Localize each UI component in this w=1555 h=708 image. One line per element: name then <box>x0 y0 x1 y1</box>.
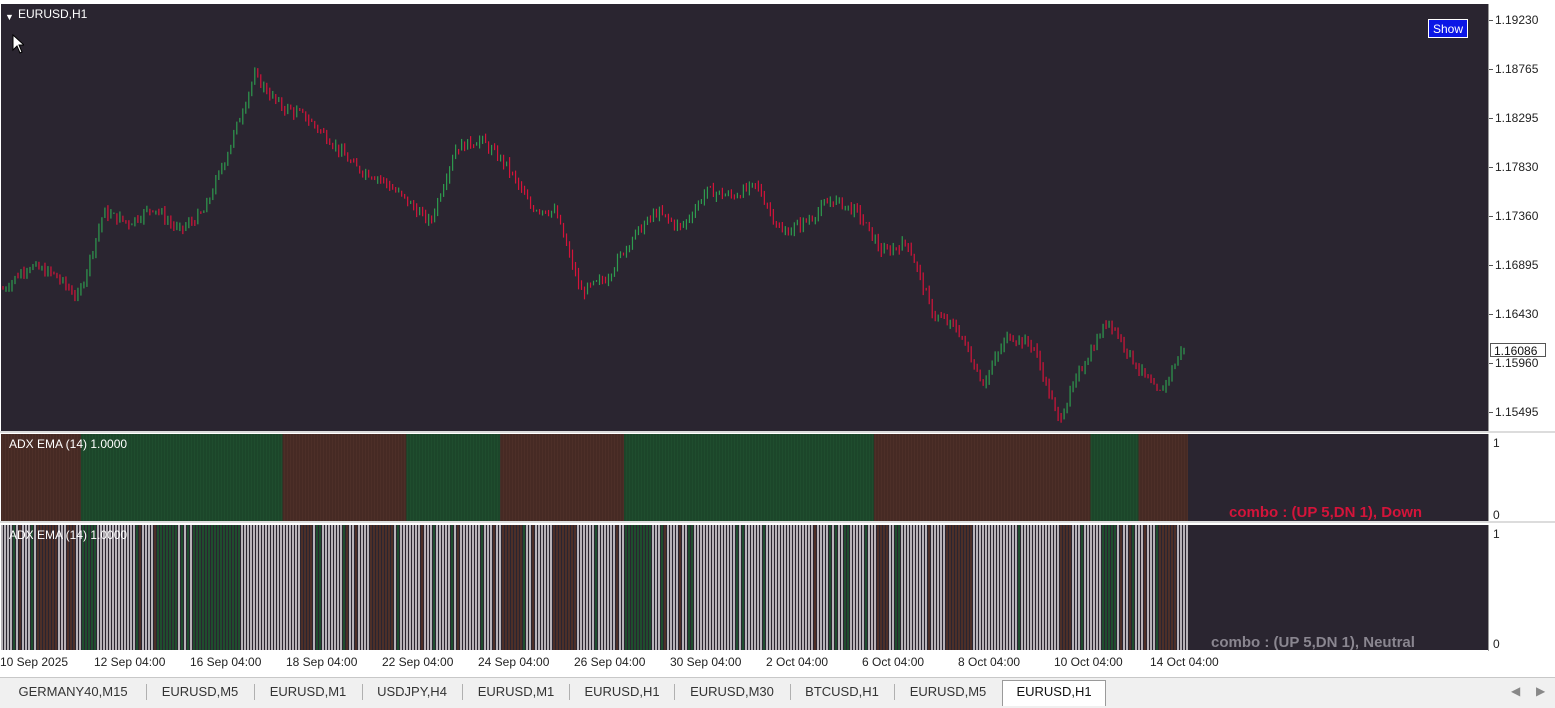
time-axis[interactable]: 10 Sep 2025 12 Sep 04:00 16 Sep 04:00 18… <box>0 651 1487 675</box>
adx-histogram-2 <box>1 525 1188 650</box>
tab-eurusd-m1[interactable]: EURUSD,M1 <box>269 684 347 699</box>
time-label: 6 Oct 04:00 <box>862 655 925 669</box>
time-label: 18 Sep 04:00 <box>286 655 358 669</box>
price-tick: 1.17830 <box>1495 160 1539 174</box>
indicator-tick: 0 <box>1493 637 1500 651</box>
tab-germany40-m15[interactable]: GERMANY40,M15 <box>18 684 128 699</box>
state-band-up <box>406 434 501 521</box>
price-tick: 1.16430 <box>1495 307 1539 321</box>
time-label: 8 Oct 04:00 <box>958 655 1021 669</box>
tab-eurusd-m5[interactable]: EURUSD,M5 <box>161 684 239 699</box>
time-label: 2 Oct 04:00 <box>766 655 829 669</box>
tab-eurusd-h1[interactable]: EURUSD,H1 <box>584 684 660 699</box>
symbol-title: EURUSD,H1 <box>18 7 88 21</box>
tab-scroll-left-icon[interactable]: ◀ <box>1511 684 1521 698</box>
time-label: 10 Oct 04:00 <box>1054 655 1123 669</box>
state-band-up <box>1090 434 1139 521</box>
time-label: 22 Sep 04:00 <box>382 655 454 669</box>
main-chart-pane[interactable]: ▼ EURUSD,H1 Show <box>1 4 1488 431</box>
time-label: 14 Oct 04:00 <box>1150 655 1219 669</box>
indicator-2-axis: 1 0 <box>1488 525 1555 651</box>
indicator-1-combo-label: combo : (UP 5,DN 1), Down <box>1229 504 1423 521</box>
pane-divider[interactable] <box>0 521 1555 523</box>
time-label: 12 Sep 04:00 <box>94 655 166 669</box>
chart-tabs-bar: GERMANY40,M15 EURUSD,M5 EURUSD,M1 USDJPY… <box>0 677 1555 708</box>
price-tick: 1.17360 <box>1495 209 1539 223</box>
time-label: 24 Sep 04:00 <box>478 655 550 669</box>
tab-eurusd-m5[interactable]: EURUSD,M5 <box>909 684 987 699</box>
current-price-label: 1.16086 <box>1490 343 1546 358</box>
indicator-pane-2[interactable]: ADX EMA (14) 1.0000 combo : (UP 5,DN 1),… <box>1 525 1488 650</box>
state-band-down <box>282 434 407 521</box>
candlestick-chart <box>2 67 1185 423</box>
state-band-up <box>80 434 283 521</box>
price-tick: 1.16895 <box>1495 258 1539 272</box>
indicator-tick: 0 <box>1493 508 1500 522</box>
price-tick: 1.19230 <box>1495 13 1539 27</box>
indicator-1-title: ADX EMA (14) 1.0000 <box>9 437 128 451</box>
price-tick: 1.18295 <box>1495 111 1539 125</box>
state-band-down <box>500 434 625 521</box>
state-band-down <box>873 434 1091 521</box>
pane-divider[interactable] <box>0 431 1555 433</box>
mouse-cursor-icon <box>12 33 26 57</box>
price-tick: 1.18765 <box>1495 62 1539 76</box>
tab-eurusd-h1-active[interactable]: EURUSD,H1 <box>1002 680 1106 706</box>
price-tick: 1.15960 <box>1495 356 1539 370</box>
state-band-down <box>1138 434 1188 521</box>
show-button[interactable]: Show <box>1428 19 1468 38</box>
indicator-tick: 1 <box>1493 436 1500 450</box>
tab-eurusd-m1[interactable]: EURUSD,M1 <box>477 684 555 699</box>
indicator-2-combo-label: combo : (UP 5,DN 1), Neutral <box>1211 634 1415 650</box>
tab-btcusd-h1[interactable]: BTCUSD,H1 <box>805 684 879 699</box>
adx-histogram-1 <box>1 434 1188 521</box>
indicator-2-title: ADX EMA (14) 1.0000 <box>9 528 128 542</box>
time-label: 10 Sep 2025 <box>0 655 69 669</box>
price-axis[interactable]: 1.19230 1.18765 1.18295 1.17830 1.17360 … <box>1488 4 1555 431</box>
tab-usdjpy-h4[interactable]: USDJPY,H4 <box>377 684 447 699</box>
state-band-down <box>1 434 81 521</box>
time-label: 26 Sep 04:00 <box>574 655 646 669</box>
tab-eurusd-m30[interactable]: EURUSD,M30 <box>690 684 774 699</box>
indicator-pane-1[interactable]: ADX EMA (14) 1.0000 combo : (UP 5,DN 1),… <box>1 434 1488 521</box>
symbol-menu-arrow-icon[interactable]: ▼ <box>5 12 14 22</box>
time-label: 30 Sep 04:00 <box>670 655 742 669</box>
time-label: 16 Sep 04:00 <box>190 655 262 669</box>
state-band-up <box>624 434 874 521</box>
tab-scroll-right-icon[interactable]: ▶ <box>1536 684 1546 698</box>
indicator-tick: 1 <box>1493 527 1500 541</box>
price-tick: 1.15495 <box>1495 405 1539 419</box>
indicator-1-axis: 1 0 <box>1488 434 1555 522</box>
